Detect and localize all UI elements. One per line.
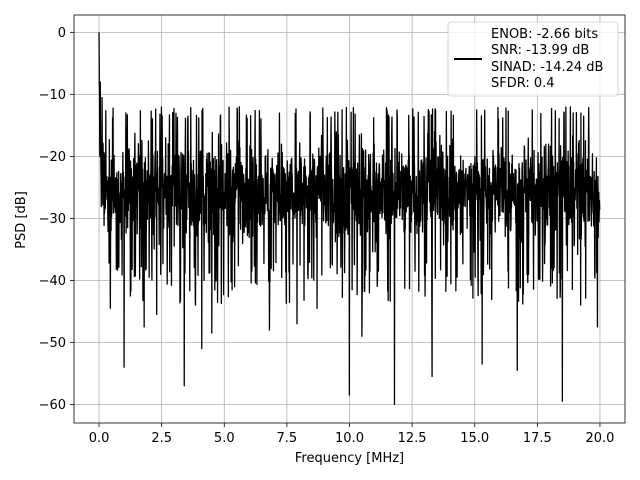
legend: ENOB: -2.66 bits SNR: -13.99 dB SINAD: -… bbox=[447, 21, 619, 97]
axes: 0.0 2.5 5.0 7.5 10.0 12.5 15.0 17.5 20.0 0 −10 −20 −… bbox=[39, 14, 626, 446]
x-tick-label-7: 17.5 bbox=[523, 431, 552, 446]
y-tick-label-1: −10 bbox=[39, 88, 66, 103]
x-tick-label-2: 5.0 bbox=[214, 431, 235, 446]
y-tick-label-3: −30 bbox=[39, 212, 66, 227]
y-tick-label-5: −50 bbox=[39, 336, 66, 351]
psd-series-line bbox=[98, 32, 601, 406]
y-axis-label: PSD [dB] bbox=[14, 191, 29, 249]
x-tick-label-6: 15.0 bbox=[460, 431, 489, 446]
y-tick-label-4: −40 bbox=[39, 274, 66, 289]
x-axis-label: Frequency [MHz] bbox=[295, 451, 404, 466]
x-tick-label-8: 20.0 bbox=[585, 431, 614, 446]
y-tick-label-2: −20 bbox=[39, 150, 66, 165]
legend-entry-enob: ENOB: -2.66 bits bbox=[491, 27, 598, 42]
x-tick-label-0: 0.0 bbox=[89, 431, 110, 446]
y-tick-label-6: −60 bbox=[39, 398, 66, 413]
legend-entry-sfdr: SFDR: 0.4 bbox=[491, 76, 555, 91]
legend-entry-sinad: SINAD: -14.24 dB bbox=[491, 60, 603, 75]
x-tick-label-4: 10.0 bbox=[335, 431, 364, 446]
x-tick-label-3: 7.5 bbox=[277, 431, 298, 446]
x-tick-label-5: 12.5 bbox=[398, 431, 427, 446]
legend-entry-snr: SNR: -13.99 dB bbox=[491, 43, 589, 58]
series-layer bbox=[98, 32, 601, 406]
legend-box bbox=[447, 21, 619, 97]
x-tick-label-1: 2.5 bbox=[151, 431, 172, 446]
y-tick-label-0: 0 bbox=[58, 26, 66, 41]
